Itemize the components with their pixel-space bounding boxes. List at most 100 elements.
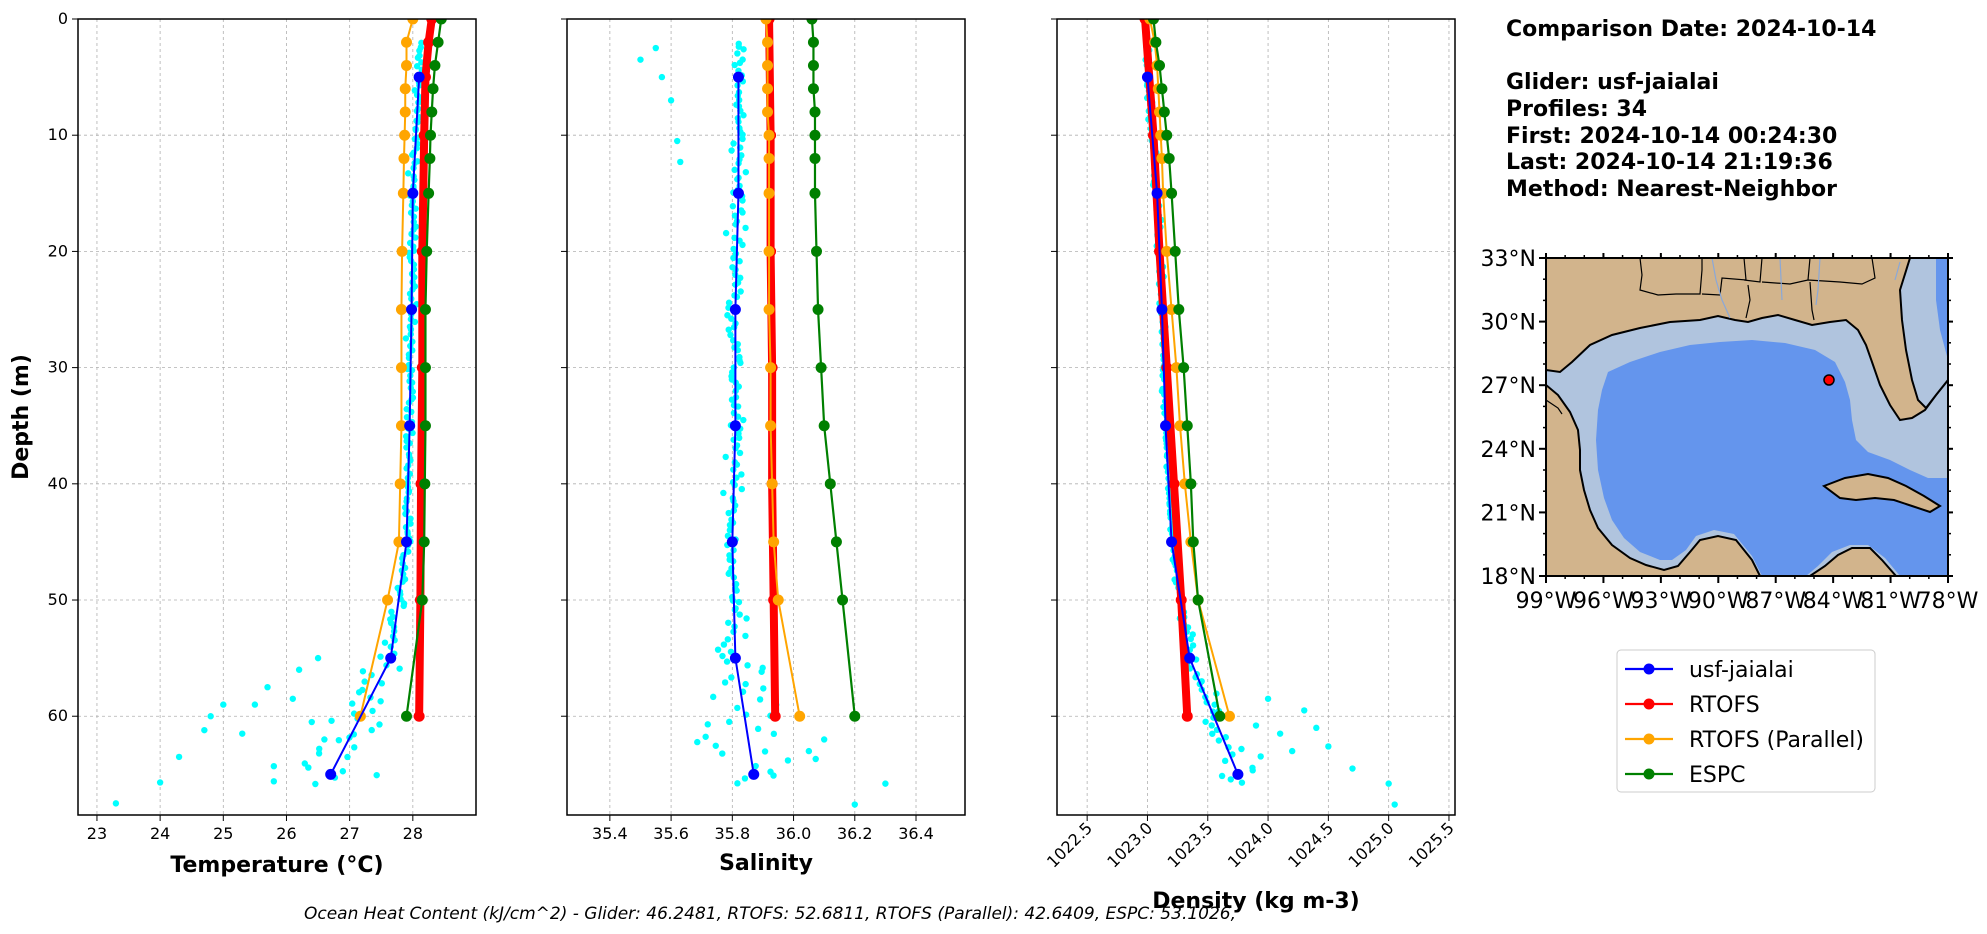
glider-name: Glider: usf-jaialai [1506, 70, 1719, 95]
salinity-glider-point [720, 641, 728, 648]
salinity-espc-marker [830, 536, 842, 548]
temperature-glider-point [305, 764, 312, 771]
density-glider-point [1208, 722, 1215, 729]
temperature-glider-outlier [314, 654, 322, 662]
temperature-glider-point [403, 413, 411, 421]
salinity-rtofs-parallel-marker [772, 594, 784, 606]
salinity-glider-point [728, 674, 735, 681]
salinity-rtofs-parallel-marker [762, 36, 774, 48]
salinity-glider-point [739, 241, 746, 249]
salinity-espc-marker [807, 36, 819, 48]
last-time: Last: 2024-10-14 21:19:36 [1506, 150, 1833, 175]
temperature-rtofs-parallel-marker [395, 420, 407, 432]
temperature-espc-marker [419, 304, 431, 316]
temperature-glider-point [402, 433, 410, 440]
legend-marker-rtofs-parallel [1643, 733, 1655, 745]
temperature-glider-point [378, 680, 386, 687]
legend-marker-usf-jaialai [1643, 663, 1655, 675]
salinity-usf-jaialai-marker [732, 71, 744, 83]
salinity-rtofs-parallel-marker [766, 478, 778, 490]
temperature-glider-point [377, 698, 384, 705]
temperature-glider-point [368, 726, 375, 734]
salinity-glider-outlier [677, 158, 684, 166]
density-espc-marker [1214, 710, 1226, 722]
temperature-glider-point [409, 151, 416, 158]
salinity-usf-jaialai-marker [729, 652, 741, 664]
temperature-rtofs-parallel-marker [401, 36, 413, 48]
density-glider-outlier [1391, 801, 1398, 808]
temperature-glider-point [416, 47, 423, 54]
salinity-espc-marker [809, 129, 821, 141]
temperature-glider-point [316, 745, 323, 753]
temperature-usf-jaialai-marker [413, 71, 425, 83]
salinity-glider-point [734, 780, 741, 787]
map-lon-label: 99°W [1516, 589, 1577, 614]
salinity-glider-point [734, 704, 741, 712]
salinity-glider-point [722, 453, 729, 461]
temperature-glider-point [396, 665, 403, 672]
salinity-glider-point [738, 471, 745, 478]
salinity-rtofs-parallel-marker [763, 245, 775, 257]
temperature-glider-outlier [321, 736, 328, 743]
salinity-espc-marker [811, 245, 823, 257]
salinity-glider-point [742, 224, 749, 232]
density-grid [1057, 18, 1455, 815]
temperature-panel: 23 24 25 26 27 28 0 10 20 30 40 50 60 Temperature (… [9, 9, 477, 878]
temperature-glider-outlier [239, 730, 246, 737]
temperature-glider-outlier [264, 683, 271, 691]
temperature-espc-marker [418, 536, 430, 548]
temperature-rtofs-parallel-marker [382, 594, 394, 606]
salinity-glider-point [736, 611, 743, 618]
salinity-rtofs-parallel-marker [794, 710, 806, 722]
temperature-glider-outlier [220, 701, 227, 708]
density-x-tick-label: 1024.5 [1284, 818, 1337, 871]
temperature-espc-marker [425, 129, 437, 141]
density-espc-marker [1192, 594, 1204, 606]
temperature-glider-point [388, 608, 395, 616]
density-glider-point [1218, 772, 1226, 780]
salinity-rtofs-parallel-marker [763, 187, 775, 199]
temperature-rtofs-parallel-marker [401, 59, 413, 71]
salinity-glider-point [727, 331, 734, 339]
map-lat-label: 30°N [1481, 311, 1536, 336]
temperature-espc-marker [419, 362, 431, 374]
temperature-glider-point [349, 700, 356, 707]
density-series [1139, 19, 1244, 780]
temperature-glider-point [412, 205, 419, 212]
temperature-rtofs-parallel-marker [397, 187, 409, 199]
temperature-glider-outlier [308, 718, 315, 726]
density-espc-marker [1187, 536, 1199, 548]
density-glider-point [1249, 767, 1256, 774]
temperature-glider-outlier [201, 726, 208, 734]
salinity-espc-marker [807, 59, 819, 71]
salinity-glider-point [719, 750, 726, 757]
density-glider-outlier [1313, 724, 1320, 732]
salinity-glider-point [739, 209, 746, 216]
density-espc-marker [1173, 304, 1185, 316]
temperature-x-tick-label: 28 [403, 824, 423, 843]
salinity-glider-point [761, 748, 769, 755]
temperature-glider-outlier [270, 762, 278, 770]
salinity-glider-point [725, 570, 732, 577]
temperature-rtofs-parallel-line [359, 19, 414, 717]
salinity-espc-marker [815, 362, 827, 374]
salinity-glider-point [712, 742, 719, 749]
temperature-glider-point [376, 721, 383, 728]
density-glider-point [1227, 776, 1234, 783]
salinity-y-ticks [561, 18, 567, 717]
salinity-espc-marker [812, 304, 824, 316]
temperature-x-tick-label: 25 [213, 824, 233, 843]
salinity-glider-point [735, 598, 743, 606]
map-lon-label: 81°W [1860, 589, 1921, 614]
salinity-glider-point [756, 696, 764, 703]
density-glider-outlier [1276, 730, 1284, 737]
density-usf-jaialai-marker [1141, 71, 1153, 83]
salinity-rtofs-parallel-marker [760, 19, 772, 25]
salinity-xlabel: Salinity [719, 851, 813, 876]
salinity-x-tick-label: 35.4 [592, 824, 628, 843]
salinity-espc-marker [837, 594, 849, 606]
salinity-glider-point [734, 50, 741, 57]
density-espc-marker [1150, 36, 1162, 48]
salinity-glider-point [734, 413, 742, 420]
temperature-glider-point [400, 602, 407, 610]
